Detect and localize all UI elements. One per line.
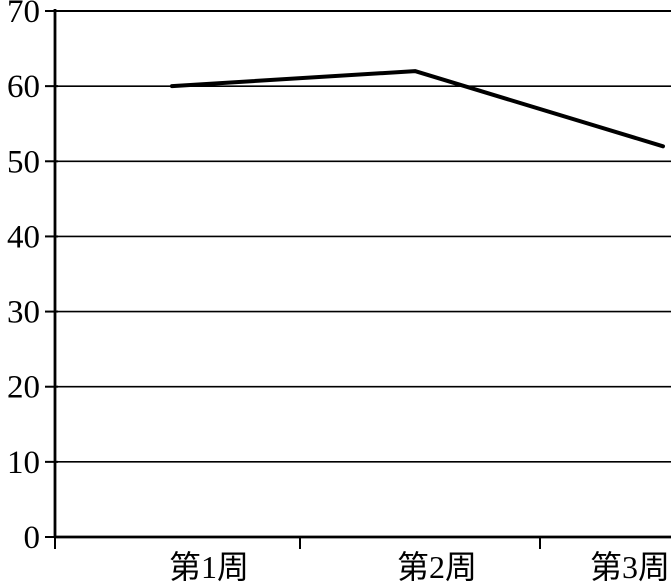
y-tick-label: 70: [7, 0, 40, 30]
data-line-series: [170, 69, 665, 149]
y-tick-label: 60: [7, 69, 40, 105]
y-tick-label: 50: [7, 144, 40, 180]
x-category-label: 第2周: [397, 549, 477, 583]
x-category-label: 第3周: [590, 549, 670, 583]
y-tick-label: 30: [7, 295, 40, 331]
y-tick-label: 20: [7, 370, 40, 406]
y-tick-label: 10: [7, 445, 40, 481]
y-tick-label: 40: [7, 219, 40, 255]
x-category-label: 第1周: [169, 549, 249, 583]
y-tick-label: 0: [24, 520, 41, 556]
